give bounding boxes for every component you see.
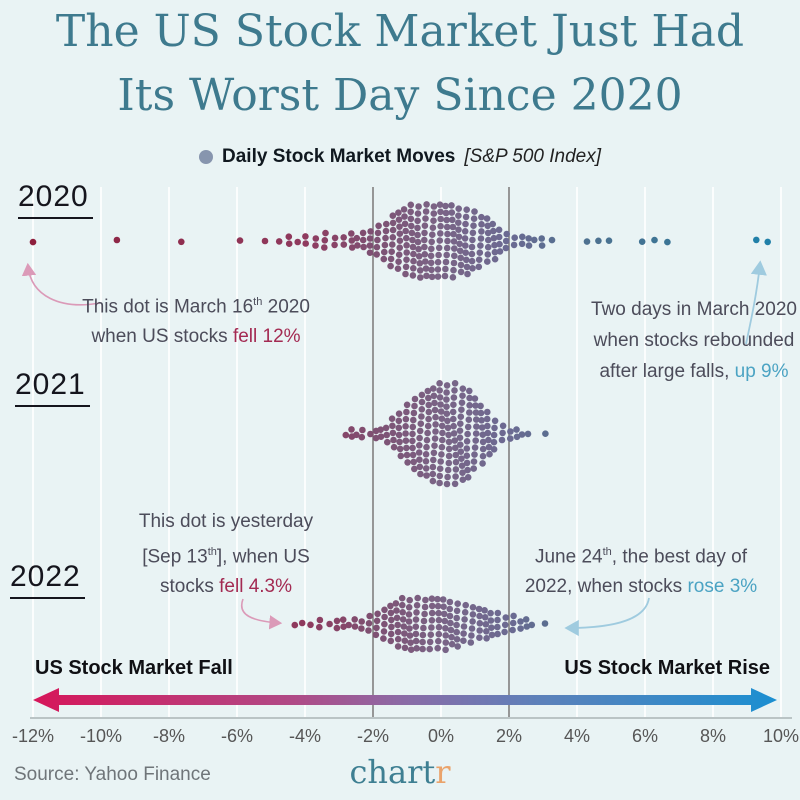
title-line-2: Its Worst Day Since 2020	[117, 70, 683, 121]
threshold-gridlines	[372, 187, 510, 717]
chart-title: The US Stock Market Just Had Its Worst D…	[0, 0, 800, 128]
axis-tick-label: -8%	[152, 726, 185, 746]
axis-tick-label: -6%	[220, 726, 253, 746]
title-line-1: The US Stock Market Just Had	[55, 6, 745, 57]
annotation-sep2022-fall: This dot is yesterday [Sep 13th], when U…	[138, 511, 314, 598]
year-label-2020: 2020	[18, 180, 93, 219]
annotation-march2020-rebound: Two days in March 2020 when stocks rebou…	[591, 299, 797, 382]
axis-tick-label: 4%	[563, 726, 590, 746]
axis-tick-label: -2%	[356, 726, 389, 746]
arrow-to-sep2022-fall-dot	[240, 598, 283, 630]
axis-label-fall: US Stock Market Fall	[35, 657, 233, 679]
arrow-to-jun2022-rise-dot	[564, 597, 650, 637]
up-9-highlight: up 9%	[734, 361, 789, 382]
fall-12-highlight: fell 12%	[232, 326, 301, 348]
axis-tick-label: -12%	[11, 726, 55, 746]
axis-tick-label: -10%	[79, 726, 123, 746]
beeswarm-2020	[29, 201, 771, 281]
legend-dot-icon	[199, 150, 213, 164]
beeswarm-2022	[291, 594, 549, 654]
fall-rise-gradient-arrow	[33, 688, 777, 712]
beeswarm-dots	[29, 201, 771, 654]
fell-4-3-highlight: fell 4.3%	[219, 576, 292, 598]
rose-3-highlight: rose 3%	[687, 576, 758, 598]
annotation-arrows	[21, 260, 767, 637]
arrow-to-march2020-fall-dot	[21, 262, 101, 306]
axis-tick-label: 0%	[427, 726, 454, 746]
axis-tick-label: 8%	[699, 726, 726, 746]
arrow-to-march2020-rebound-dots	[745, 260, 767, 345]
annotation-march2020-fall: This dot is March 16th 2020 when US stoc…	[82, 296, 310, 348]
chartr-logo: chartr	[349, 753, 451, 791]
axis-tick-label: 6%	[631, 726, 658, 746]
year-label-2021: 2021	[15, 368, 90, 407]
axis-tick-label: 2%	[495, 726, 522, 746]
legend: Daily Stock Market Moves [S&P 500 Index]	[0, 146, 800, 168]
axis-tick-label: 10%	[762, 726, 800, 746]
source-credit: Source: Yahoo Finance	[14, 764, 211, 785]
legend-label: Daily Stock Market Moves	[222, 146, 456, 167]
legend-sublabel: [S&P 500 Index]	[464, 146, 601, 167]
axis-tick-label: -4%	[288, 726, 321, 746]
annotation-jun2022-rise: June 24th, the best day of 2022, when st…	[524, 546, 758, 598]
year-label-2022: 2022	[10, 560, 85, 599]
axis-label-rise: US Stock Market Rise	[564, 657, 770, 679]
beeswarm-2021	[342, 380, 549, 488]
